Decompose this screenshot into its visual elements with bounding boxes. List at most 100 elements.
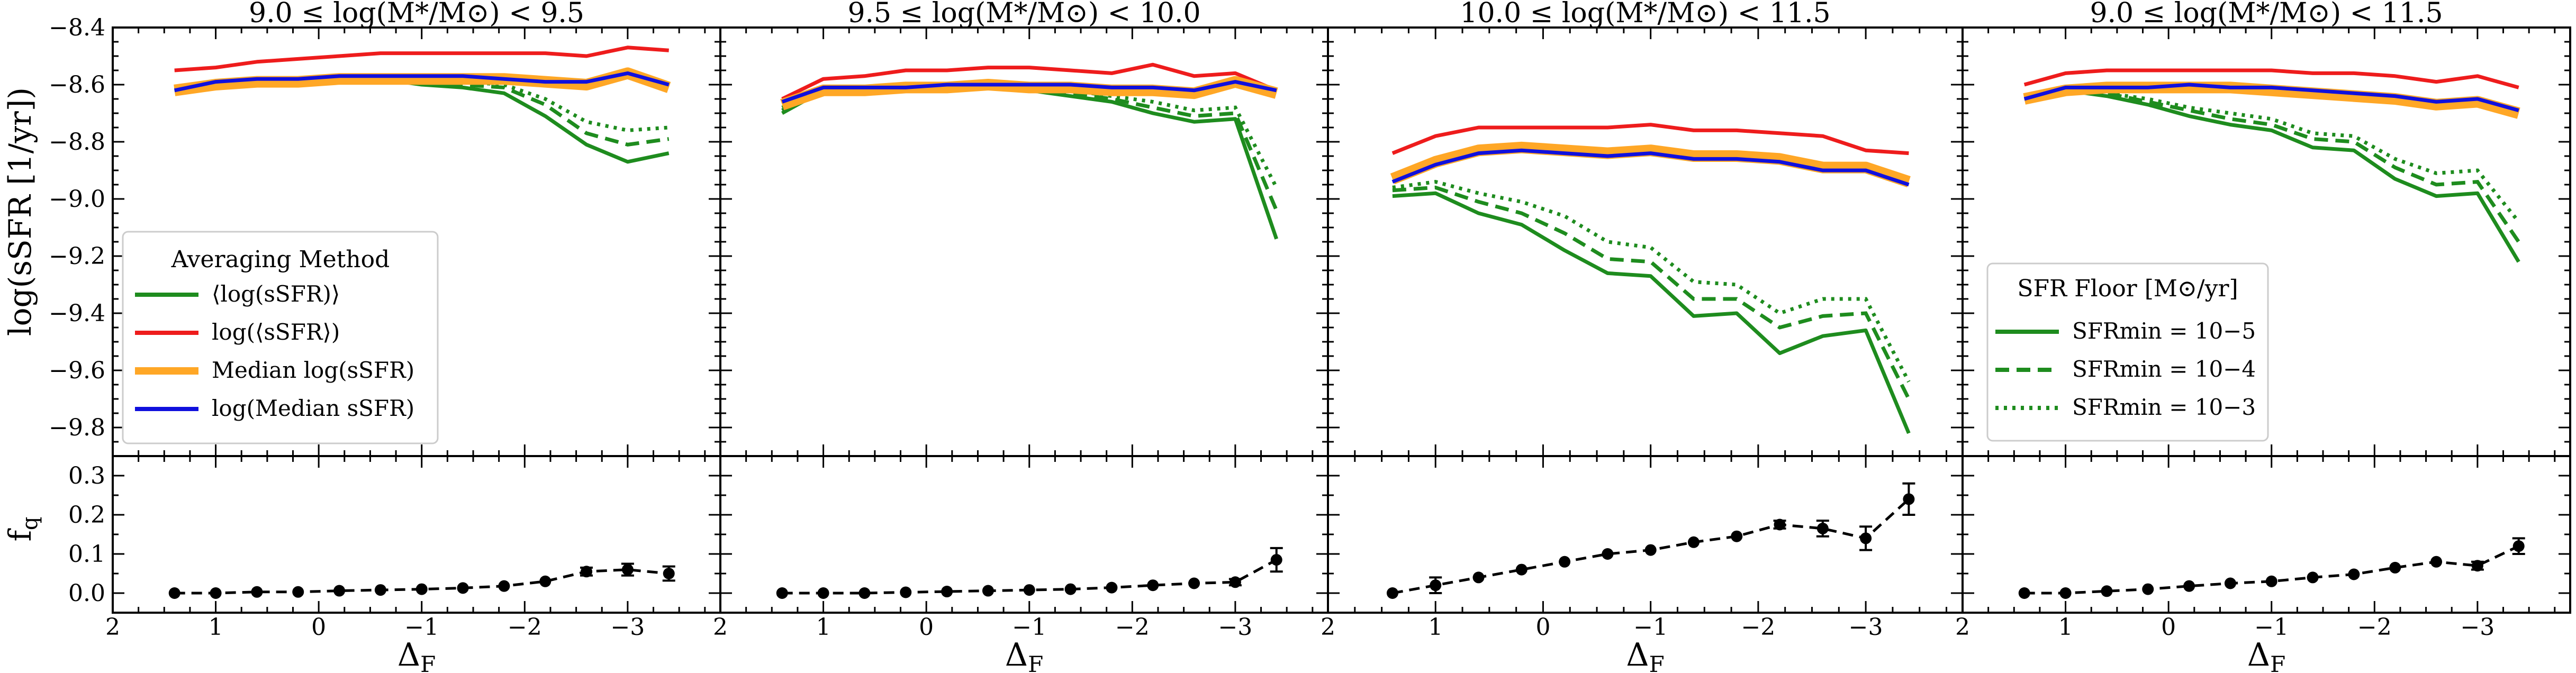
x-tick-label: 2 [105, 614, 120, 641]
x-tick-label: 2 [1955, 614, 1970, 641]
panel-title: 9.0 ≤ log(M*/M⊙) < 9.5 [249, 0, 584, 29]
panel-2: 9.5 ≤ log(M*/M⊙) < 10.0 2 1 0 −1 −2 −3 ΔF [713, 0, 1329, 673]
fq-point [292, 586, 304, 598]
fq-point [858, 587, 871, 599]
axes-frame-bottom [1962, 455, 2571, 614]
series-line-red [174, 46, 669, 72]
y-tick-label: −8.8 [49, 129, 105, 156]
legend-label: log(Median sSFR) [212, 395, 414, 421]
series-group [1390, 123, 1911, 434]
y-tick-label: −9.6 [49, 357, 105, 384]
fq-point [2224, 577, 2236, 589]
series-group [780, 62, 1279, 240]
x-tick-label: −2 [1115, 614, 1150, 641]
panel-4: 9.0 ≤ log(M*/M⊙) < 11.5 2 1 0 −1 −2 −3 ΔF [1955, 0, 2571, 673]
fq-point [2183, 580, 2195, 592]
legend-title: Averaging Method [171, 246, 390, 273]
legend-sfr-floor: SFR Floor [M⊙/yr] SFRmin = 10−5 SFRmin = 1… [1986, 262, 2269, 442]
legend-label: SFRmin = 10−4 [2072, 356, 2256, 382]
x-tick-label: 1 [209, 614, 223, 641]
fq-point [251, 586, 263, 598]
fq-y-tick-label: 0.1 [68, 541, 105, 568]
fq-point [2018, 587, 2030, 599]
y-axis-label-top: log(sSFR [1/yr]) [2, 87, 38, 336]
legend-label: log(⟨sSFR⟩) [212, 319, 340, 345]
fq-point [2430, 556, 2443, 568]
series-group [2023, 68, 2520, 263]
x-tick-label: −3 [610, 614, 645, 641]
x-tick-label: −2 [2357, 614, 2392, 641]
fq-point [1472, 571, 1485, 584]
x-tick-label: −2 [508, 614, 542, 641]
fq-point [1229, 576, 1241, 588]
y-tick-label: −9.2 [49, 243, 105, 270]
series-line-orange [780, 76, 1278, 111]
series-line-orange [174, 67, 671, 96]
legend-averaging-method: Averaging Method ⟨log(sSFR)⟩ log(⟨sSFR⟩) M… [122, 231, 439, 444]
fq-point [1515, 563, 1527, 576]
x-axis-label: ΔF [1626, 636, 1665, 673]
fq-point [1147, 579, 1159, 592]
series-line-blue [1391, 148, 1910, 187]
fq-point [2389, 561, 2401, 574]
fq-point [621, 563, 634, 576]
x-tick-label: −3 [1218, 614, 1252, 641]
fq-point [1559, 556, 1571, 568]
series-line-green-1e-4 [1392, 185, 1911, 400]
panel-title: 9.5 ≤ log(M*/M⊙) < 10.0 [847, 0, 1200, 29]
y-tick-label: −9.0 [49, 186, 105, 213]
x-tick-label: 1 [1428, 614, 1443, 641]
fq-y-tick-label: 0.0 [68, 580, 105, 607]
series-line-green-1e-4 [781, 85, 1278, 211]
series-line-red [781, 62, 1278, 101]
legend-title: SFR Floor [M⊙/yr] [2017, 275, 2238, 302]
series-line-green-1e-4 [2023, 88, 2520, 243]
fq-point [1903, 493, 1915, 505]
series-line-green-1e-3 [781, 85, 1278, 189]
fq-point [1188, 577, 1200, 589]
x-tick-label: −3 [2460, 614, 2494, 641]
x-tick-label: 0 [311, 614, 326, 641]
panel-1: 9.0 ≤ log(M*/M⊙) < 9.5 −8.4 −8.6 −8.8 −9.0 −9… [49, 0, 721, 673]
fq-point [1106, 581, 1118, 594]
fq-point [2512, 540, 2525, 552]
fq-point [663, 568, 675, 579]
x-axis-label: ΔF [1005, 636, 1044, 673]
fq-point [374, 584, 386, 596]
series-line-red [1391, 123, 1909, 156]
series-line-green-1e-5 [2023, 88, 2520, 263]
legend-label: SFRmin = 10−5 [2072, 318, 2256, 344]
series-line-orange [1390, 141, 1911, 188]
fq-point [2348, 568, 2360, 580]
fq-y-tick-label: 0.2 [68, 502, 105, 529]
series-line-green-1e-5 [1392, 191, 1911, 434]
x-tick-label: −1 [404, 614, 439, 641]
y-tick-label: −9.4 [49, 300, 105, 327]
fq-point [817, 587, 829, 599]
fq-point [900, 586, 912, 598]
x-tick-label: 1 [2058, 614, 2073, 641]
series-group [174, 46, 671, 164]
panel-3: 10.0 ≤ log(M*/M⊙) < 11.5 2 1 0 −1 −2 −3 ΔF [1321, 0, 1964, 673]
x-tick-label: 1 [816, 614, 831, 641]
fq-point [776, 587, 788, 599]
fq-point [941, 586, 953, 598]
fq-point [2059, 587, 2072, 599]
fq-point [1386, 587, 1398, 599]
fq-point [2101, 585, 2113, 597]
fq-point [168, 587, 180, 599]
y-tick-label: −8.4 [49, 14, 105, 41]
fq-point [1816, 522, 1829, 534]
x-axis-label: ΔF [2247, 636, 2286, 673]
fq-point [1023, 584, 1035, 596]
panel-title: 9.0 ≤ log(M*/M⊙) < 11.5 [2090, 0, 2443, 29]
x-tick-label: 0 [919, 614, 934, 641]
fq-point [539, 575, 552, 587]
x-tick-label: −1 [1012, 614, 1046, 641]
legend-label: SFRmin = 10−3 [2072, 394, 2256, 420]
fq-point [1430, 579, 1442, 592]
fq-point [2265, 575, 2277, 587]
series-line-green-1e-4 [174, 77, 670, 147]
fq-point [581, 566, 593, 578]
